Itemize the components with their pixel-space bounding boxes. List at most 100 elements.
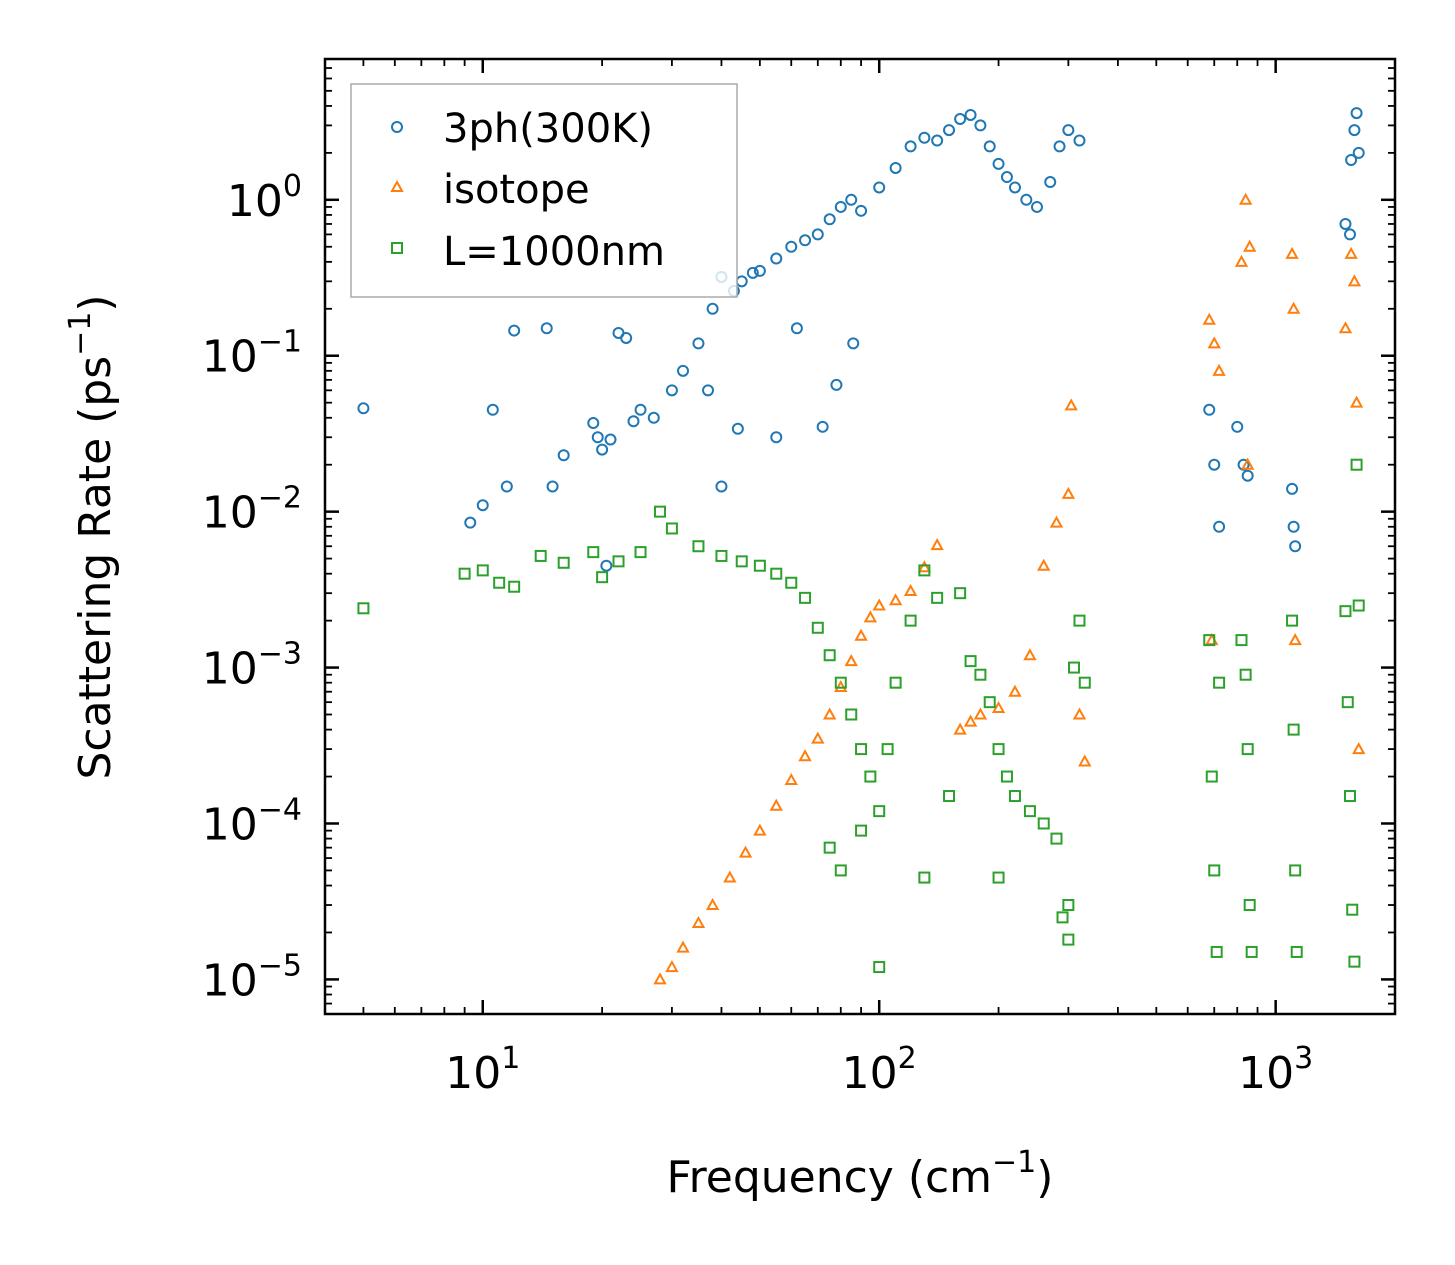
data-point-circle-33 — [834, 200, 847, 213]
data-point-square-38 — [1000, 770, 1013, 783]
data-point-square-74 — [1350, 458, 1363, 471]
data-point-triangle-16 — [863, 610, 878, 623]
data-point-square-25 — [864, 770, 877, 783]
data-point-triangle-28 — [1037, 558, 1051, 571]
data-point-circle-36 — [873, 181, 886, 194]
data-point-square-49 — [823, 841, 836, 854]
data-point-circle-70 — [1287, 520, 1300, 533]
data-point-triangle-48 — [1349, 395, 1364, 408]
data-point-square-21 — [823, 649, 836, 662]
data-point-square-5 — [534, 549, 547, 562]
data-point-square-56 — [1205, 770, 1218, 783]
data-point-circle-16 — [627, 415, 640, 428]
data-point-circle-45 — [983, 140, 996, 153]
legend-label-l1000nm: L=1000nm — [443, 229, 665, 275]
data-point-triangle-37 — [1205, 633, 1219, 646]
data-point-triangle-21 — [930, 538, 944, 551]
data-point-triangle-11 — [811, 731, 825, 744]
data-point-triangle-13 — [834, 679, 848, 693]
data-point-circle-21 — [692, 337, 705, 350]
data-point-square-63 — [1243, 899, 1256, 912]
data-point-triangle-4 — [705, 897, 720, 911]
data-point-circle-60 — [715, 480, 728, 493]
data-point-circle-62 — [770, 431, 783, 444]
data-point-square-61 — [1239, 668, 1252, 681]
data-point-circle-0 — [357, 402, 370, 415]
data-point-triangle-2 — [676, 940, 690, 953]
data-point-circle-4 — [500, 480, 513, 493]
data-point-circle-71 — [1289, 540, 1302, 553]
data-point-square-6 — [557, 556, 570, 569]
data-point-circle-68 — [1241, 469, 1254, 482]
data-point-square-16 — [753, 559, 766, 572]
data-point-circle-25 — [735, 275, 748, 288]
data-point-triangle-45 — [1338, 321, 1353, 334]
data-point-circle-63 — [1203, 403, 1216, 416]
data-point-square-52 — [992, 871, 1005, 884]
data-point-triangle-22 — [953, 722, 967, 735]
data-point-triangle-27 — [1023, 648, 1037, 661]
data-point-square-40 — [1023, 805, 1036, 818]
data-point-triangle-14 — [844, 654, 858, 667]
data-point-circle-41 — [943, 124, 956, 137]
data-point-circle-31 — [811, 228, 824, 241]
y-axis-label: Scattering Rate (ps−1) — [63, 294, 121, 779]
data-point-circle-5 — [508, 324, 521, 337]
data-point-square-22 — [834, 676, 847, 689]
data-point-square-60 — [1235, 634, 1248, 647]
data-point-square-37 — [992, 743, 1005, 756]
data-point-square-75 — [1352, 599, 1365, 612]
data-point-circle-72 — [1339, 217, 1352, 230]
data-point-square-39 — [1008, 790, 1021, 803]
data-point-square-58 — [1210, 945, 1223, 958]
data-point-circle-65 — [1213, 520, 1226, 533]
data-point-circle-39 — [918, 131, 931, 144]
data-point-square-65 — [1286, 614, 1299, 627]
data-point-triangle-36 — [1212, 363, 1226, 376]
data-point-triangle-3 — [691, 915, 706, 929]
data-point-square-18 — [785, 576, 798, 589]
legend-box — [350, 83, 738, 298]
data-point-circle-57 — [816, 420, 829, 433]
data-point-circle-43 — [964, 108, 977, 121]
series-circle — [357, 107, 1365, 572]
data-point-square-45 — [1073, 614, 1086, 627]
data-point-square-27 — [881, 743, 894, 756]
data-point-square-3 — [493, 576, 506, 589]
data-point-triangle-29 — [1049, 515, 1064, 528]
data-point-triangle-20 — [917, 560, 932, 573]
data-point-circle-3 — [486, 403, 499, 416]
data-point-square-1 — [458, 567, 471, 580]
data-point-triangle-38 — [1234, 254, 1249, 267]
data-point-circle-74 — [1348, 124, 1361, 137]
data-point-circle-56 — [790, 322, 803, 335]
data-point-triangle-39 — [1238, 192, 1253, 205]
data-point-square-32 — [943, 790, 956, 803]
data-point-triangle-8 — [769, 798, 783, 811]
y-tick-label: 10−2 — [202, 481, 302, 539]
data-point-circle-12 — [600, 559, 613, 572]
data-point-circle-59 — [847, 337, 860, 350]
data-point-circle-22 — [706, 302, 719, 315]
data-point-triangle-26 — [1008, 684, 1022, 697]
data-point-square-69 — [1339, 605, 1352, 618]
data-point-square-44 — [1068, 661, 1081, 674]
data-point-triangle-46 — [1344, 246, 1358, 259]
data-point-circle-8 — [557, 449, 570, 462]
legend-label-3ph: 3ph(300K) — [443, 106, 653, 152]
data-point-triangle-5 — [723, 870, 737, 883]
data-point-square-19 — [799, 591, 812, 604]
data-point-square-72 — [1346, 903, 1359, 916]
data-point-square-4 — [508, 580, 521, 593]
plot-marks — [357, 107, 1366, 985]
data-point-circle-9 — [587, 417, 600, 430]
data-point-circle-32 — [823, 213, 836, 226]
x-tick-label: 102 — [842, 1041, 917, 1099]
data-point-circle-47 — [1000, 171, 1013, 184]
y-tick-label: 10−3 — [202, 637, 302, 695]
data-point-square-12 — [665, 522, 678, 535]
data-point-triangle-43 — [1286, 301, 1301, 314]
data-point-square-8 — [596, 571, 609, 584]
data-point-circle-53 — [1062, 124, 1075, 137]
data-point-triangle-15 — [854, 628, 868, 641]
